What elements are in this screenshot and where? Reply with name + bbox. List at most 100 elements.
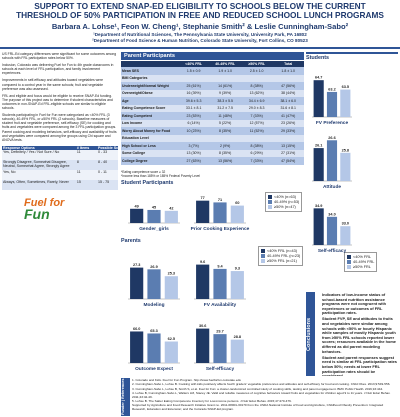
bar: [147, 209, 161, 223]
table-cell: 34.4 ± 6.9: [248, 98, 265, 103]
table-cell: [241, 135, 273, 143]
bar: [313, 80, 324, 117]
table-cell: 12 (57%): [249, 121, 264, 126]
table-cell: BMI Categories: [122, 76, 148, 81]
table-row: Mean SES 1.5 ± 0.9 1.9 ± 1.0 2.5 ± 1.0 1.8 ±…: [121, 67, 304, 75]
table-cell: High School or Less: [122, 143, 156, 148]
table-cell: 33.1 ± 8.1: [185, 106, 202, 111]
table-cell: 10 (23%): [186, 128, 201, 133]
table-cell: 2.5 ± 1.0: [249, 68, 264, 73]
table-cell: Always, Often, Sometimes, Rarely, Never: [3, 179, 69, 184]
table-cell: 41 (47%): [281, 113, 296, 118]
data-label: 30.6: [199, 324, 206, 328]
bar-chart: 27.3 26.9 25.3 Modeling: [128, 263, 180, 308]
chart-title: Modeling: [143, 302, 164, 308]
legend-swatch: [261, 259, 265, 263]
table-cell: 11: [76, 169, 81, 174]
data-label: 9.3: [235, 267, 240, 271]
legend-entry: ≥50% FRL: [347, 265, 374, 269]
chart-title: Attitude: [323, 184, 341, 190]
figure-title: Student Participants: [121, 180, 174, 186]
legend-label: 40-49% FRL (n=23): [267, 254, 301, 258]
data-label: 29.7: [216, 330, 223, 334]
section-header: Parent Participants: [121, 52, 304, 60]
bar: [326, 140, 338, 181]
table-cell: 13 (30%): [186, 151, 201, 156]
bar: [230, 339, 244, 363]
table-cell: 15 - 75: [97, 179, 110, 184]
chart-title: Self-efficacy: [318, 248, 347, 254]
legend-label: ≥50% (n=47): [274, 205, 296, 209]
bar: [326, 91, 338, 117]
table-cell: Age: [122, 98, 129, 103]
legend-entry: <40% FRL (n=43): [261, 249, 300, 253]
data-label: 26.6: [328, 136, 335, 140]
table-row: Eating Competent 23 (53%) 11 (48%) 7 (33%) 4…: [121, 112, 304, 120]
data-label: 62.5: [168, 337, 175, 341]
bar: [230, 271, 244, 299]
figure-title: Parents: [121, 238, 141, 244]
data-label: 26.1: [315, 144, 322, 148]
table-cell: 9 (39%): [219, 91, 232, 96]
legend-label: <40% (n=63): [274, 195, 296, 199]
legend-label: ≥50% FRL (n=21): [267, 259, 297, 263]
header-cell: 40-49% FRL: [215, 62, 236, 66]
table-row: Worry About Money for Food 10 (23%) 8 (35%…: [121, 127, 304, 135]
section-label: Conclusions: [306, 292, 315, 376]
table-cell: 15: [76, 179, 81, 184]
table-cell: [272, 75, 304, 83]
table-header: <40% FRL 40-49% FRL ≥50% FRL Total: [121, 61, 304, 67]
chart-title: Gender_girls: [139, 226, 169, 232]
title-line: SUPPORT TO EXTEND SNAP-ED ELIGIBILITY TO…: [34, 2, 366, 11]
logo-text: Fun: [24, 205, 50, 222]
bar: [340, 89, 351, 117]
table-cell: Strongly Disagree, Somewhat Disagree, Ne…: [3, 159, 70, 168]
data-label: 27.3: [133, 263, 140, 267]
data-label: 25.8: [342, 148, 349, 152]
table-cell: 5 (22%): [219, 121, 232, 126]
table-row: Low Income 6 (14%) 5 (22%) 12 (57%) 23 (26%): [121, 119, 304, 127]
bar: [130, 208, 144, 223]
bar: [164, 210, 178, 223]
table-cell: Eating Competent: [122, 113, 152, 118]
table-cell: 25 (61%): [186, 83, 201, 88]
table-cell: Overweight/Obese: [122, 91, 153, 96]
legend-entry: <40% (n=63): [268, 195, 299, 199]
table-row: College Degree 27 (63%) 13 (56%) 7 (33%) 47 …: [121, 157, 304, 165]
chart-title: Self-efficacy: [206, 366, 235, 372]
logo-text: Fuel for: [24, 196, 65, 209]
table-cell: 7 (33%): [250, 158, 263, 163]
table-cell: 3 (7%): [188, 143, 199, 148]
table-cell: 29.0 ± 8.3: [248, 106, 265, 111]
data-label: 26.9: [150, 265, 157, 269]
data-label: 34.9: [315, 204, 322, 208]
divider: [0, 47, 400, 49]
table-cell: 47 (56%): [281, 83, 296, 88]
table-cell: [272, 135, 304, 143]
table-row: Yes, Definitely / Yes / Not Sure / No 11 0…: [2, 149, 118, 160]
legend-label: 40-49% (n=53): [274, 200, 300, 204]
chart-title: Outcome Expect: [135, 366, 173, 372]
table-row: Underweight/Normal Weight 25 (61%) 14 (61%…: [121, 82, 304, 90]
table-row: Always, Often, Sometimes, Rarely, Never 1…: [2, 179, 118, 190]
bar: [196, 200, 210, 223]
table-cell: [209, 135, 241, 143]
legend-entry: 40-49% (n=53): [268, 200, 299, 204]
table-cell: [209, 75, 241, 83]
table-cell: 11 (52%): [249, 128, 264, 133]
conclusions: Indicators of low-income status of schoo…: [306, 292, 398, 376]
reference: 3. Cunningham-Sabo L, Lohse B, Smith S, …: [132, 386, 384, 391]
table-row: Education Level: [121, 134, 304, 143]
table-row: Some College 13 (30%) 8 (35%) 6 (29%) 27 (31…: [121, 149, 304, 157]
header-cell: ≥50% FRL: [248, 62, 266, 66]
paragraph: US FRL-Ed category differences were sign…: [2, 52, 117, 61]
footnote: *Income less than 185% or 185% Federal P…: [121, 174, 201, 178]
bullet: Student and parent responses suggest nee…: [322, 355, 398, 376]
reference: 2. Cunningham-Sabo L, Lohse B. Cooking w…: [132, 382, 391, 387]
table-cell: 1.8 ± 1.0: [281, 68, 296, 73]
bar: [313, 208, 324, 245]
header-cell: # Items: [76, 145, 90, 150]
legend: <40% (n=63) 40-49% (n=53) ≥50% (n=47): [265, 192, 303, 212]
table-row: Age 39.6 ± 5.3 38.3 ± 5.5 34.4 ± 6.9 38.1 ± …: [121, 97, 304, 105]
bar: [326, 216, 338, 245]
